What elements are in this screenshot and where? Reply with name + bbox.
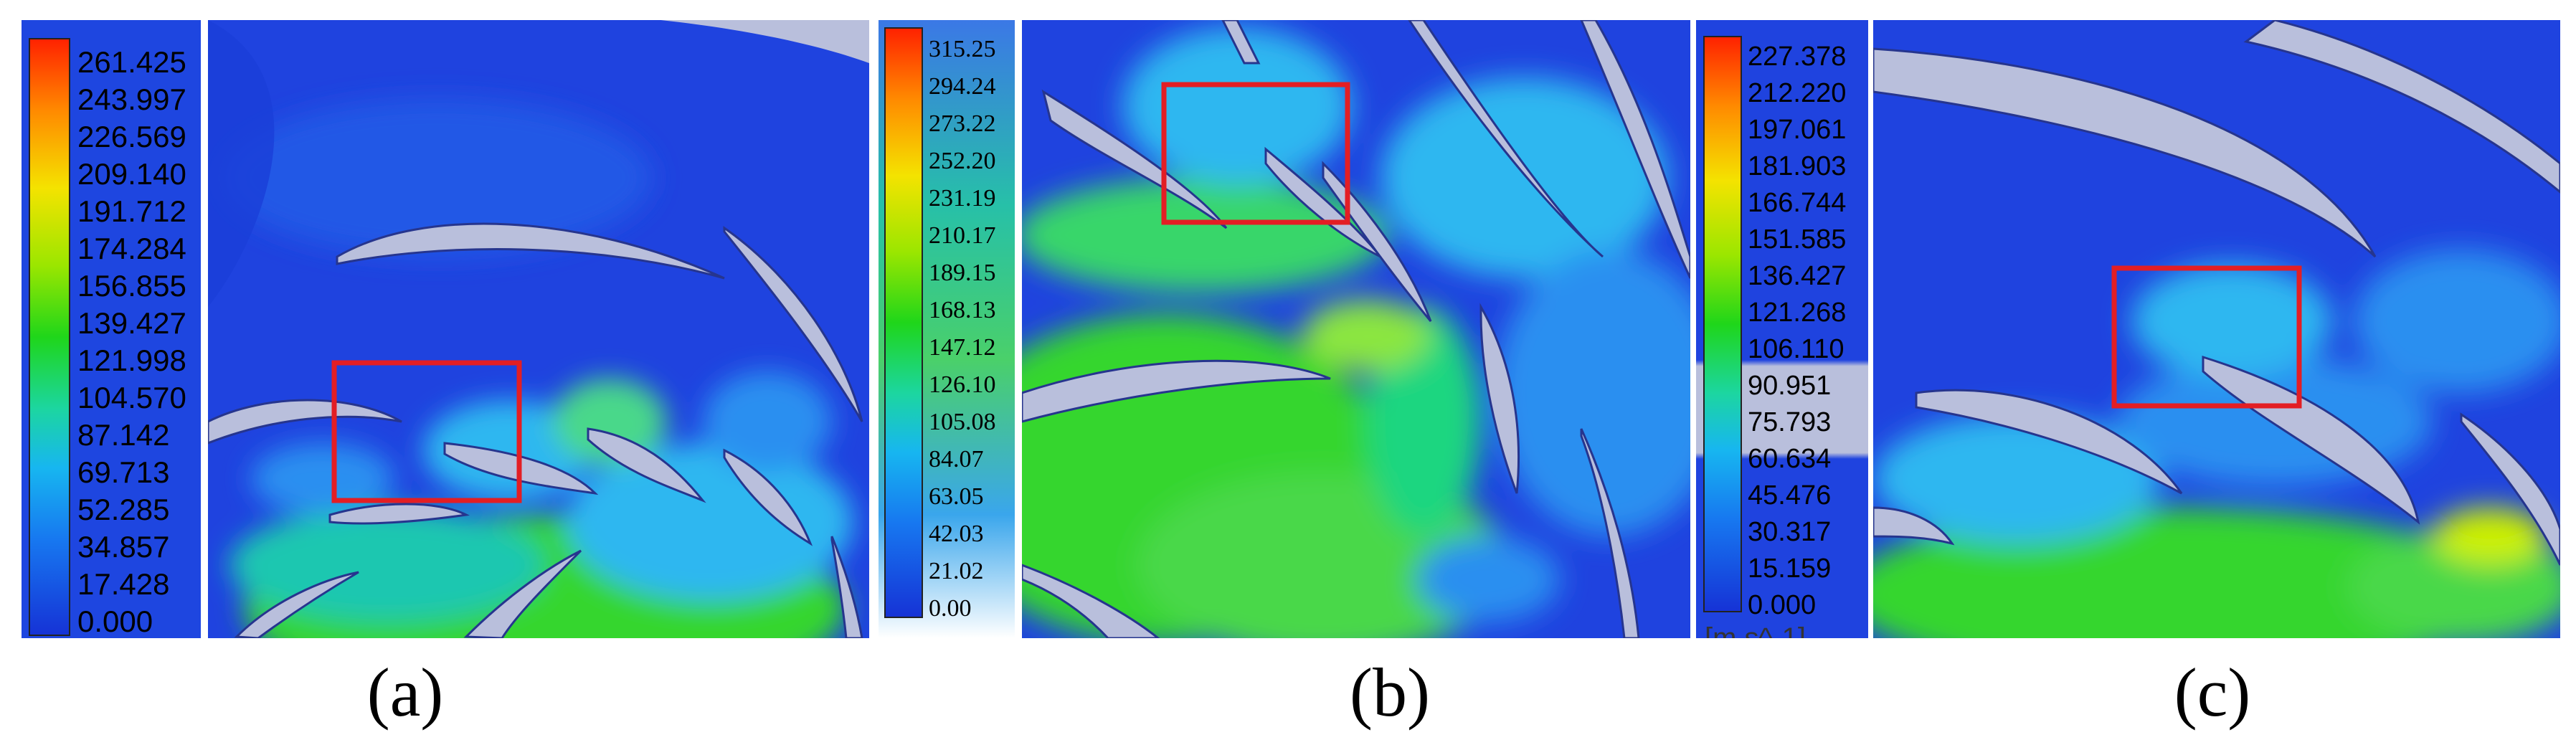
highlight-box-c (2111, 265, 2302, 409)
legend-b-tick-3: 252.20 (929, 148, 996, 174)
legend-b-tick-9: 126.10 (929, 371, 996, 398)
legend-c-tick-2: 197.061 (1748, 115, 1847, 145)
legend-a-tick-14: 17.428 (77, 567, 170, 601)
legend-b-tick-8: 147.12 (929, 334, 996, 361)
legend-b: 315.25 294.24 273.22 252.20 231.19 210.1… (879, 20, 1015, 638)
legend-a-tick-9: 104.570 (77, 381, 186, 414)
legend-a-tick-5: 174.284 (77, 232, 186, 265)
legend-b-tick-5: 210.17 (929, 222, 996, 249)
legend-c-tick-8: 106.110 (1748, 334, 1845, 364)
legend-b-tick-7: 168.13 (929, 297, 996, 323)
legend-b-tick-0: 315.25 (929, 36, 996, 62)
contour-plot-b (1022, 20, 1690, 638)
contour-plot-c (1873, 20, 2560, 638)
legend-a-tick-12: 52.285 (77, 493, 170, 526)
legend-a-tick-2: 226.569 (77, 120, 186, 153)
legend-c-tick-14: 15.159 (1748, 554, 1832, 584)
legend-c: 227.378 212.220 197.061 181.903 166.744 … (1696, 20, 1868, 638)
colorbar-a (29, 38, 70, 636)
legend-a-tick-8: 121.998 (77, 343, 186, 377)
legend-c-tick-11: 60.634 (1748, 444, 1832, 474)
legend-a-tick-3: 209.140 (77, 157, 186, 191)
caption-a: (a) (366, 654, 444, 731)
legend-a-tick-10: 87.142 (77, 418, 170, 452)
legend-a: 261.425 243.997 226.569 209.140 191.712 … (22, 20, 201, 638)
caption-b: (b) (1350, 654, 1430, 731)
legend-c-tick-13: 30.317 (1748, 517, 1832, 547)
legend-c-tick-4: 166.744 (1748, 188, 1847, 218)
legend-a-tick-0: 261.425 (77, 45, 186, 79)
legend-b-tick-12: 63.05 (929, 483, 984, 510)
colorbar-c (1703, 36, 1742, 612)
legend-a-tick-11: 69.713 (77, 455, 170, 489)
legend-b-tick-15: 0.00 (929, 595, 972, 622)
contour-plot-a (208, 20, 869, 638)
caption-c: (c) (2174, 654, 2251, 731)
legend-c-tick-12: 45.476 (1748, 480, 1832, 511)
legend-a-tick-1: 243.997 (77, 82, 186, 116)
colorbar-b (884, 27, 923, 618)
legend-a-tick-15: 0.000 (77, 604, 153, 638)
legend-a-tick-13: 34.857 (77, 530, 170, 564)
legend-c-tick-5: 151.585 (1748, 224, 1847, 255)
highlight-box-b (1161, 82, 1350, 225)
legend-a-tick-6: 156.855 (77, 269, 186, 303)
legend-c-tick-3: 181.903 (1748, 151, 1847, 181)
legend-b-tick-2: 273.22 (929, 110, 996, 137)
legend-b-tick-10: 105.08 (929, 409, 996, 435)
legend-c-tick-15: 0.000 (1748, 590, 1817, 620)
highlight-box-a (331, 360, 522, 503)
legend-b-tick-14: 21.02 (929, 558, 984, 584)
legend-c-tick-0: 227.378 (1748, 42, 1847, 72)
legend-c-tick-1: 212.220 (1748, 78, 1847, 108)
legend-c-tick-6: 136.427 (1748, 261, 1847, 291)
legend-c-tick-10: 75.793 (1748, 407, 1832, 437)
legend-b-tick-11: 84.07 (929, 446, 984, 473)
legend-b-tick-1: 294.24 (929, 73, 996, 100)
legend-a-tick-7: 139.427 (77, 306, 186, 340)
legend-a-tick-4: 191.712 (77, 194, 186, 228)
legend-c-unit: [m s^-1] (1705, 622, 1806, 638)
legend-b-tick-6: 189.15 (929, 260, 996, 286)
legend-c-tick-7: 121.268 (1748, 298, 1847, 328)
legend-c-tick-9: 90.951 (1748, 371, 1832, 401)
legend-b-tick-4: 231.19 (929, 185, 996, 212)
legend-b-tick-13: 42.03 (929, 521, 984, 547)
